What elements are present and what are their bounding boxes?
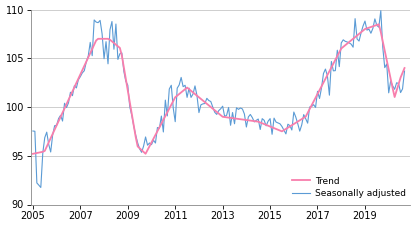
Seasonally adjusted [173, 120, 178, 123]
Seasonally adjusted [92, 19, 97, 21]
Trend [30, 153, 35, 155]
Trend [309, 104, 314, 107]
Trend [104, 37, 109, 40]
Seasonally adjusted [402, 70, 407, 72]
Seasonally adjusted [378, 9, 383, 12]
Seasonally adjusted [277, 122, 282, 125]
Seasonally adjusted [311, 103, 316, 106]
Trend [275, 128, 280, 131]
Seasonally adjusted [38, 186, 43, 189]
Trend [402, 67, 407, 69]
Trend [171, 100, 176, 102]
Trend [323, 77, 328, 80]
Seasonally adjusted [106, 62, 111, 65]
Seasonally adjusted [30, 130, 35, 132]
Line: Seasonally adjusted: Seasonally adjusted [33, 11, 404, 188]
Line: Trend: Trend [33, 24, 404, 154]
Seasonally adjusted [325, 75, 330, 77]
Trend [376, 23, 381, 26]
Trend [90, 48, 95, 50]
Legend: Trend, Seasonally adjusted: Trend, Seasonally adjusted [292, 177, 406, 198]
